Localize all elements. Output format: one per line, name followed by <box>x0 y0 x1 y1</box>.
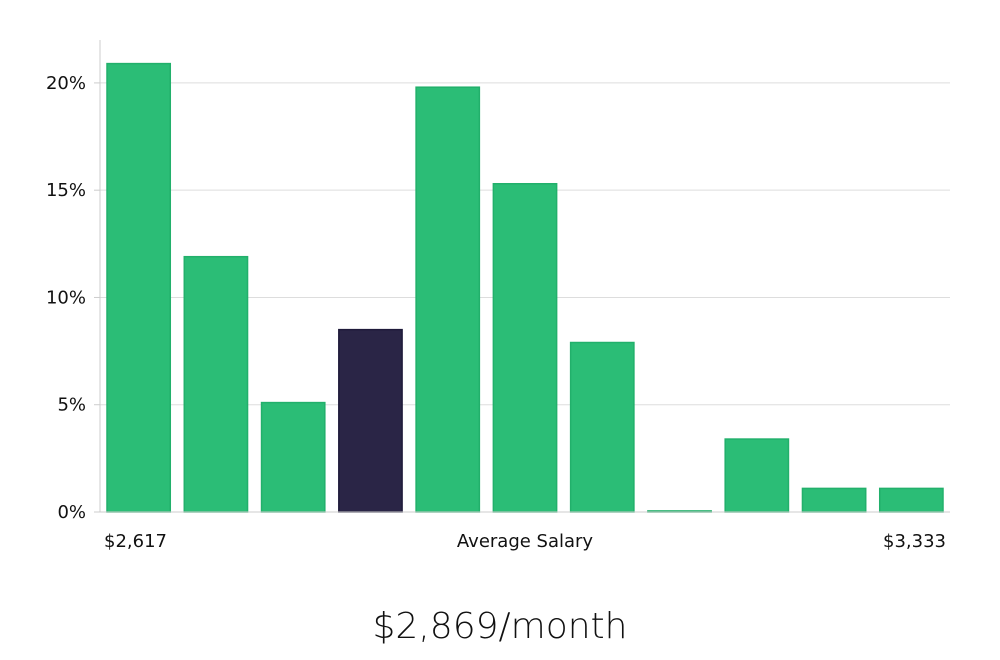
bar <box>878 487 944 513</box>
y-tick-label: 20% <box>46 73 86 94</box>
bar <box>415 86 481 513</box>
bars <box>106 62 944 513</box>
y-tick-labels: 0% 5% 10% 15% 20% <box>46 73 100 523</box>
bar <box>106 62 172 513</box>
x-axis-title: Average Salary <box>457 531 594 552</box>
bar <box>492 182 558 513</box>
y-tick-label: 5% <box>57 395 86 416</box>
bar <box>724 438 790 513</box>
bar <box>260 401 326 513</box>
average-salary-summary: $2,869/month <box>372 606 628 647</box>
bar-highlighted <box>338 328 403 513</box>
y-tick-label: 15% <box>46 180 86 201</box>
bar <box>801 487 867 513</box>
x-max-label: $3,333 <box>883 531 946 552</box>
salary-histogram: 0% 5% 10% 15% 20% $2,617 Average Salary $3,3… <box>46 40 950 552</box>
x-min-label: $2,617 <box>104 531 167 552</box>
y-tick-label: 0% <box>57 502 86 523</box>
y-tick-label: 10% <box>46 287 86 308</box>
bar <box>183 255 249 513</box>
bar <box>569 341 635 513</box>
